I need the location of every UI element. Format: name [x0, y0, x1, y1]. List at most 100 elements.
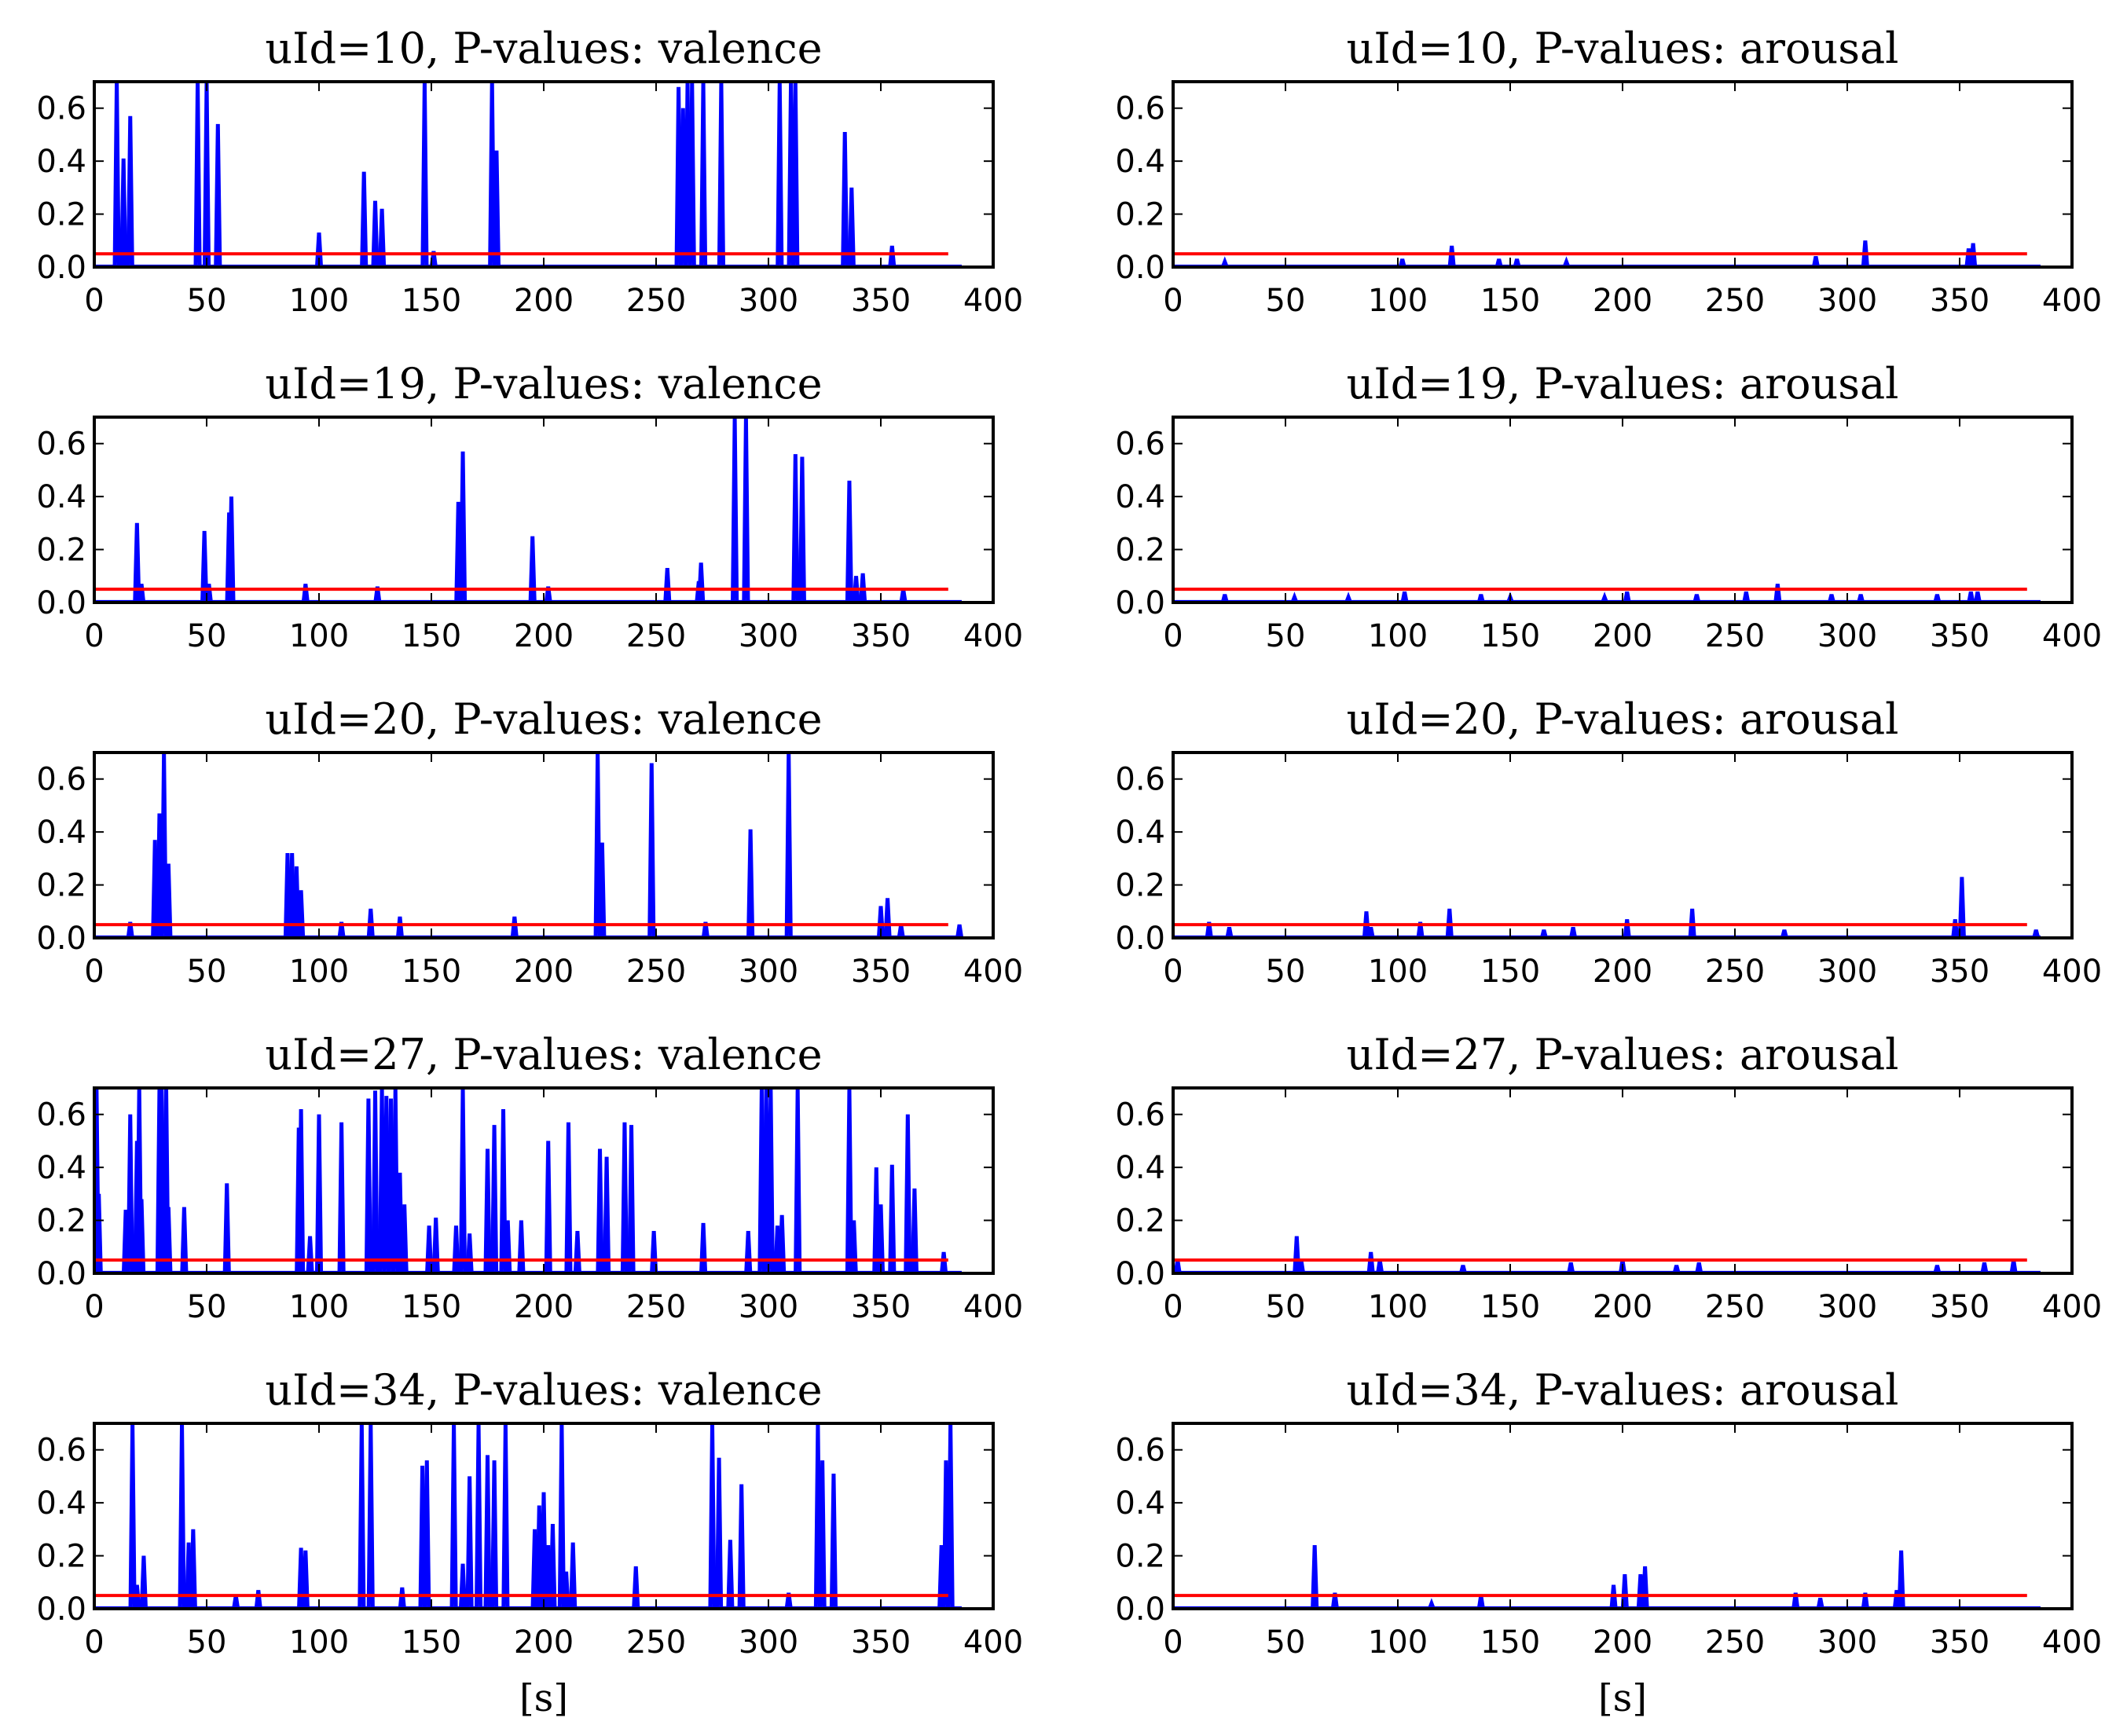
y-tick-label: 0.4 [1115, 1150, 1165, 1186]
y-tick-label: 0.4 [1115, 815, 1165, 851]
pvalue-spike [423, 1460, 431, 1609]
x-tick-label: 150 [402, 1289, 461, 1325]
pvalue-spike [1791, 1592, 1800, 1609]
pvalue-spike [841, 132, 849, 267]
subplot-title: uId=20, P-values: arousal [1347, 694, 1899, 744]
pvalue-spike [1641, 1566, 1649, 1609]
y-tick-label: 0.6 [1115, 1433, 1165, 1469]
x-tick-label: 50 [187, 618, 227, 654]
x-tick-label: 350 [1930, 1624, 1989, 1661]
x-tick-label: 100 [1368, 1289, 1428, 1325]
pvalue-spike [1933, 594, 1942, 602]
pvalue-spike [847, 187, 856, 267]
pvalue-spike [1980, 1262, 1989, 1273]
pvalue-spike [1330, 1592, 1339, 1609]
pvalue-spike [1957, 877, 1966, 938]
x-tick-label: 250 [1705, 1289, 1765, 1325]
x-tick-label: 200 [1593, 1289, 1652, 1325]
pvalue-spike [1366, 1251, 1375, 1273]
pvalue-spike [1827, 594, 1835, 602]
pvalue-spike [876, 906, 886, 938]
y-tick-label: 0.2 [1115, 1203, 1165, 1240]
y-tick-label: 0.4 [1115, 479, 1165, 515]
x-tick-label: 400 [2042, 283, 2102, 319]
x-tick-label: 150 [1480, 283, 1540, 319]
y-tick-label: 0.0 [36, 1256, 86, 1292]
subplot-title: uId=20, P-values: valence [265, 694, 822, 744]
y-tick-label: 0.4 [36, 479, 86, 515]
pvalue-spike [458, 451, 468, 602]
pvalue-spike [899, 588, 908, 602]
x-tick-label: 350 [1930, 618, 1989, 654]
pvalue-spike [465, 1233, 474, 1273]
x-tick-label: 50 [187, 954, 227, 990]
pvalue-spike [859, 573, 867, 602]
x-axis-label: [s] [519, 1676, 568, 1720]
x-tick-label: 0 [84, 283, 104, 319]
pvalue-spike [2032, 929, 2041, 938]
pvalue-spike [222, 1183, 231, 1273]
pvalue-spike [1173, 1259, 1182, 1273]
pvalue-spike [1205, 921, 1213, 938]
x-tick-label: 200 [1593, 1624, 1652, 1661]
x-tick-label: 400 [2042, 954, 2102, 990]
pvalue-spike [458, 1563, 468, 1609]
pvalue-spike [544, 1141, 552, 1273]
x-tick-label: 0 [84, 954, 104, 990]
pvalue-spike [1623, 591, 1631, 602]
pvalue-spike [883, 898, 892, 938]
x-tick-label: 400 [963, 954, 1023, 990]
pvalue-spike [232, 1595, 240, 1609]
x-axis-label: [s] [1598, 1676, 1647, 1720]
subplot-10: uId=34, P-values: arousal 0 50 100 150 200 250… [1115, 1365, 2102, 1661]
x-tick-label: 150 [402, 283, 461, 319]
pvalue-spike [420, 82, 429, 267]
pvalue-spike [650, 1230, 658, 1273]
pvalue-spike [1951, 919, 1960, 938]
pvalue-spike [1494, 258, 1503, 267]
pvalue-spike [1811, 256, 1820, 267]
y-tick-label: 0.4 [36, 815, 86, 851]
x-tick-label: 100 [1368, 283, 1428, 319]
x-tick-label: 0 [1163, 1624, 1183, 1661]
pvalue-spike [178, 1423, 186, 1609]
x-tick-label: 350 [1930, 1289, 1989, 1325]
axes-frame [1172, 1086, 2074, 1275]
pvalue-spike [490, 1460, 499, 1609]
pvalue-spike [492, 150, 501, 267]
pvalue-spike [1400, 591, 1409, 602]
x-tick-label: 300 [1817, 1289, 1877, 1325]
pvalue-spike [254, 1590, 262, 1609]
pvalue-spike [94, 1193, 103, 1273]
pvalue-spike [164, 1207, 173, 1273]
x-tick-label: 50 [1266, 618, 1306, 654]
pvalue-spike [214, 123, 222, 267]
pvalue-spike [314, 233, 324, 267]
y-tick-label: 0.4 [1115, 144, 1165, 180]
pvalue-spike [593, 753, 602, 938]
pvalue-spike [371, 200, 380, 267]
x-tick-label: 200 [514, 1624, 574, 1661]
pvalue-spike [699, 1222, 708, 1273]
pvalue-spike [119, 158, 128, 267]
pvalue-spike [742, 417, 750, 602]
pvalue-spike [791, 82, 800, 267]
x-tick-label: 100 [1368, 618, 1428, 654]
pvalue-spike [391, 1088, 400, 1273]
pvalue-spike [701, 921, 710, 938]
pvalue-spike [1969, 243, 1978, 267]
y-tick-label: 0.0 [1115, 1591, 1165, 1628]
pvalue-spike [337, 1122, 346, 1273]
pvalue-spike [1861, 240, 1869, 267]
x-tick-label: 50 [187, 1289, 227, 1325]
pvalue-spike [1742, 591, 1751, 602]
y-tick-label: 0.0 [1115, 921, 1165, 957]
x-tick-label: 400 [963, 283, 1023, 319]
x-tick-label: 150 [1480, 954, 1540, 990]
pvalue-spike [189, 1529, 197, 1609]
x-tick-label: 100 [289, 954, 349, 990]
y-tick-label: 0.6 [1115, 762, 1165, 798]
pvalue-spike [569, 1542, 578, 1609]
pvalue-spike [371, 1090, 380, 1273]
y-tick-label: 0.2 [36, 533, 86, 569]
